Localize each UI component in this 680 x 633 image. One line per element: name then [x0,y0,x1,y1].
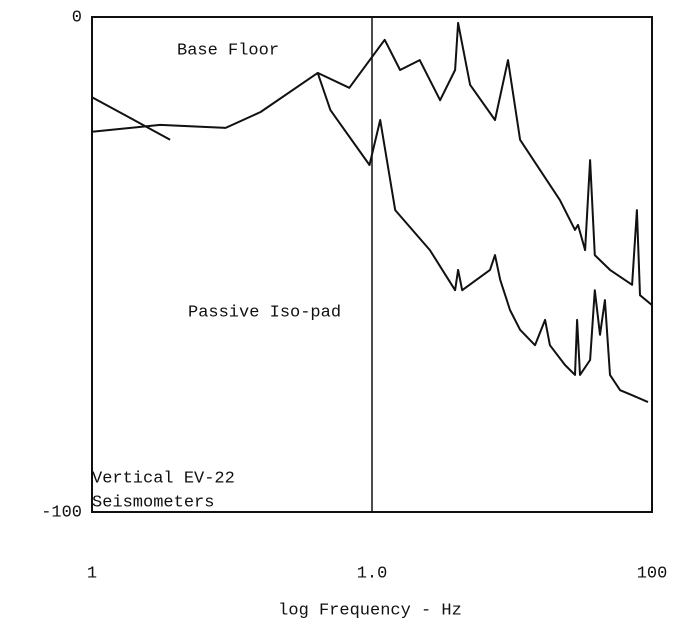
x-tick-label: 100 [637,564,668,583]
annotation: Vertical EV-22 [92,469,235,488]
y-tick-label: 0 [72,8,82,27]
series-line [91,72,649,404]
x-tick-label: 1 [87,564,97,583]
x-tick-label: 1.0 [357,564,388,583]
y-tick-label: -100 [41,503,82,522]
annotation: Seismometers [92,493,214,512]
x-axis-label: log Frequency - Hz [278,601,462,620]
series-label: Base Floor [177,41,279,60]
series-label: Passive Iso-pad [188,303,341,322]
series-line [91,21,653,306]
